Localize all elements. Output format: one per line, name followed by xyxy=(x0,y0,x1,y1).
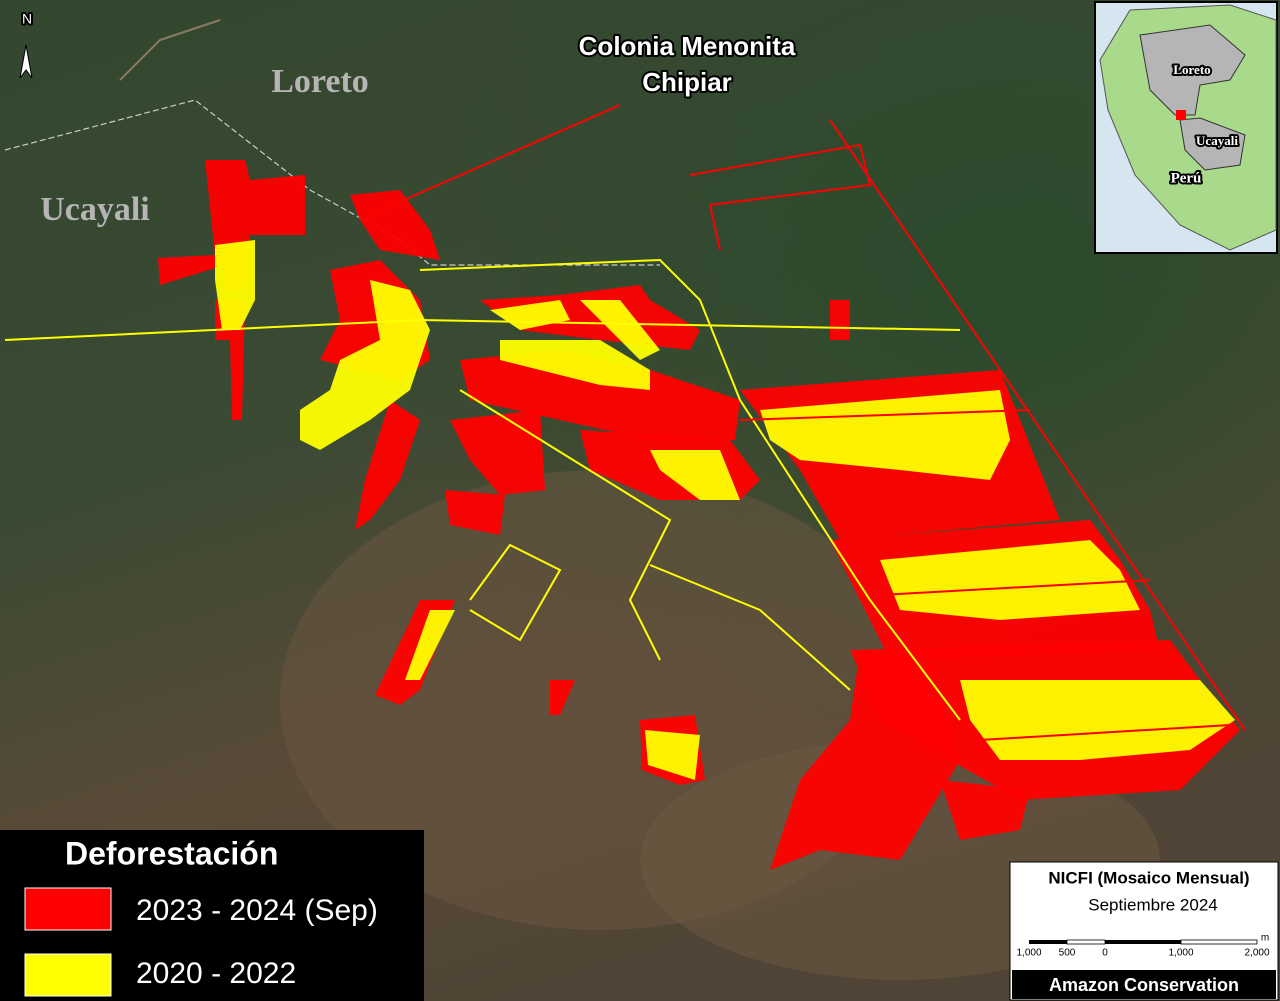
north-label: N xyxy=(22,11,32,27)
river xyxy=(119,19,221,81)
boundary xyxy=(689,143,872,251)
scale-segment xyxy=(1029,940,1067,944)
source-box: NICFI (Mosaico Mensual) Septiembre 2024 … xyxy=(1009,861,1279,1001)
boundary xyxy=(739,409,1031,421)
deforested-area xyxy=(460,350,740,440)
legend-swatch xyxy=(24,953,112,997)
legend: Deforestación 2023 - 2024 (Sep) 2020 - 2… xyxy=(0,830,424,1001)
inset-label: Perú xyxy=(1171,170,1202,186)
scale-label: 1,000 xyxy=(1168,948,1193,959)
deforested-area xyxy=(158,160,305,290)
credit-label: Amazon Conservation xyxy=(1049,975,1239,995)
imagery-label: NICFI (Mosaico Mensual) xyxy=(1048,868,1249,887)
date-label: Septiembre 2024 xyxy=(1088,895,1217,914)
deforested-area xyxy=(350,190,440,260)
scale-label: 2,000 xyxy=(1244,948,1269,959)
road xyxy=(459,389,672,661)
deforested-area xyxy=(405,610,455,680)
deforested-area xyxy=(880,540,1140,620)
deforested-area xyxy=(300,280,430,450)
boundary xyxy=(829,119,1246,731)
region-label: Loreto xyxy=(271,63,369,100)
deforested-area xyxy=(650,450,740,500)
boundary xyxy=(979,724,1231,741)
loreto-shape xyxy=(1139,24,1246,116)
deforested-area xyxy=(770,650,960,870)
ucayali-shape xyxy=(1179,117,1246,171)
scale-segment xyxy=(1066,939,1106,945)
deforested-area xyxy=(445,490,505,535)
deforested-area xyxy=(450,410,545,495)
credit-bar xyxy=(1012,970,1276,999)
legend-label: 2023 - 2024 (Sep) xyxy=(136,894,378,927)
boundary-line xyxy=(4,99,660,266)
legend-title: Deforestación xyxy=(65,835,278,871)
scale-label: 0 xyxy=(1102,948,1108,959)
deforested-area xyxy=(355,400,420,530)
road xyxy=(419,258,961,721)
legend-swatch xyxy=(24,887,112,931)
deforested-area xyxy=(645,730,700,780)
deforested-area xyxy=(580,300,660,360)
deforested-area xyxy=(215,240,255,330)
deforested-area xyxy=(830,300,850,340)
scale-segment xyxy=(1105,940,1181,944)
inset-label: Loreto xyxy=(1173,62,1210,77)
location-marker xyxy=(1176,110,1186,120)
deforested-area xyxy=(550,680,575,715)
scale-label: 1,000 xyxy=(1016,948,1041,959)
scale-segment xyxy=(1180,939,1258,945)
place-title: Chipiar xyxy=(642,67,732,97)
road-network xyxy=(4,104,1246,741)
boundary xyxy=(369,104,621,216)
region-label: Ucayali xyxy=(40,191,150,228)
boundary xyxy=(879,579,1151,596)
deforested-area xyxy=(940,780,1030,840)
place-title: Colonia Menonita xyxy=(579,31,796,61)
inset-label: Ucayali xyxy=(1196,133,1238,148)
deforested-area xyxy=(960,680,1235,760)
road xyxy=(469,543,562,642)
road xyxy=(4,318,961,341)
inset-map: Loreto Ucayali Perú xyxy=(1094,1,1278,254)
legend-label: 2020 - 2022 xyxy=(136,957,296,990)
deforested-area xyxy=(500,340,650,390)
north-arrow xyxy=(19,44,33,79)
scale-unit: m xyxy=(1261,933,1269,944)
scale-label: 500 xyxy=(1059,948,1076,959)
road xyxy=(649,564,851,691)
